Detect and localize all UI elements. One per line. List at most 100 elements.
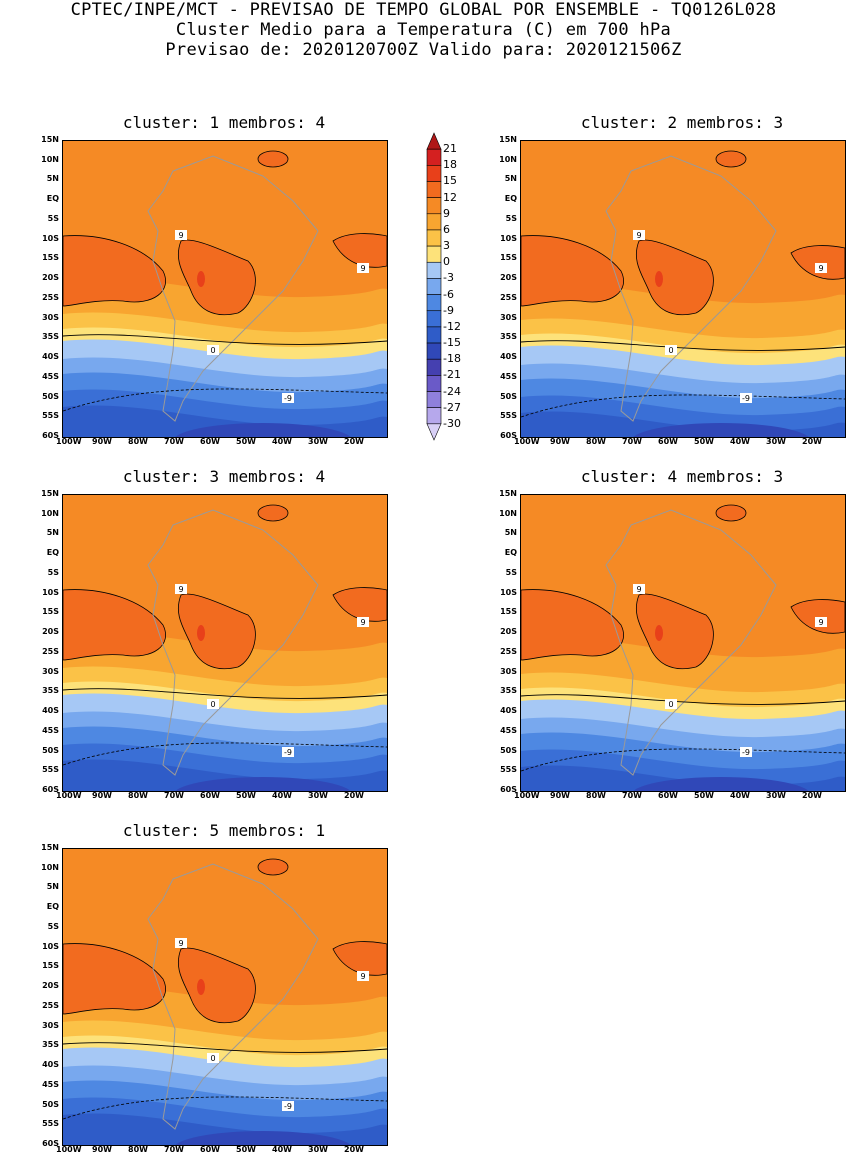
latitude-label: 5N [504,174,517,184]
latitude-label: 10N [41,508,59,518]
colorbar-swatch [426,407,442,425]
colorbar-label: -15 [443,336,461,350]
latitude-label: 35S [42,332,59,342]
map-svg: 9 9 0 -9 [63,849,387,1145]
latitude-label: 40S [500,352,517,362]
latitude-label: 35S [42,1040,59,1050]
latitude-label: 20S [42,273,59,283]
cold-core [175,423,351,437]
contour-label-neg9: -9 [282,1101,294,1111]
latitude-label: 60S [42,785,59,794]
temperature-map: 9 9 0 -9 [520,494,846,792]
warm-region-north [257,504,289,522]
latitude-label: 30S [42,666,59,676]
longitude-label: 20W [802,437,822,446]
latitude-label: 25S [500,292,517,302]
contour-neg9 [521,748,845,772]
longitude-label: 90W [92,791,112,800]
longitude-label: 80W [586,791,606,800]
longitude-label: 50W [236,1145,256,1154]
svg-text:-9: -9 [284,748,292,757]
warm-region-north [715,150,747,168]
latitude-label: 50S [42,391,59,401]
latitude-label: 55S [500,411,517,421]
contour-label-9: 9 [175,230,187,240]
latitude-label: 5N [504,528,517,538]
colorbar-swatch [426,213,442,231]
longitude-label: 80W [586,437,606,446]
longitude-label: 90W [92,1145,112,1154]
latitude-label: 15N [41,135,59,144]
longitude-label: 90W [92,437,112,446]
longitude-label: 90W [550,791,570,800]
band-neg15-neg12 [521,411,845,437]
latitude-label: 10N [41,862,59,872]
contour-zero [521,694,845,705]
temperature-map: 9 9 0 -9 [62,494,388,792]
latitude-label: 30S [42,312,59,322]
latitude-label: 20S [42,627,59,637]
longitude-label: 80W [128,1145,148,1154]
colorbar-label: -30 [443,416,461,430]
latitude-label: EQ [46,548,59,558]
longitude-label: 60W [200,437,220,446]
colorbar-svg [426,132,442,441]
longitude-label: 40W [730,437,750,446]
latitude-label: 45S [42,1079,59,1089]
latitude-label: 10S [500,587,517,597]
latitude-label: 10S [500,233,517,243]
longitude-label: 100W [514,791,540,800]
longitude-label: 20W [802,791,822,800]
contour-label-0: 0 [665,345,677,355]
latitude-label: 5S [47,921,59,931]
contour-label-neg9: -9 [282,747,294,757]
contour-label-0: 0 [207,345,219,355]
svg-text:9: 9 [360,972,365,981]
svg-text:9: 9 [818,264,823,273]
warm-region-east [790,245,845,280]
latitude-label: 50S [42,745,59,755]
hot-spot [197,271,205,287]
latitude-label: 35S [500,332,517,342]
colorbar-label: -27 [443,400,461,414]
svg-text:0: 0 [210,346,215,355]
map-svg: 9 9 0 -9 [63,495,387,791]
latitude-label: 5S [47,213,59,223]
contour-label-9: 9 [357,971,369,981]
latitude-label: 55S [42,1119,59,1129]
header-dates: Previsao de: 2020120700Z Valido para: 20… [165,40,682,60]
contour-label-9: 9 [357,617,369,627]
contour-zero [521,340,845,351]
longitude-label: 70W [164,1145,184,1154]
contour-label-0: 0 [207,699,219,709]
contour-label-9: 9 [815,617,827,627]
latitude-label: 20S [42,981,59,991]
longitude-label: 100W [56,791,82,800]
colorbar-swatch [426,326,442,344]
longitude-label: 80W [128,437,148,446]
latitude-label: 10S [42,587,59,597]
latitude-label: 10N [41,154,59,164]
contour-neg9 [63,1096,387,1120]
svg-text:9: 9 [360,264,365,273]
contour-label-neg9: -9 [740,747,752,757]
warm-region-north [257,858,289,876]
latitude-label: 25S [42,292,59,302]
contour-label-9: 9 [633,230,645,240]
warm-region-central [635,593,714,670]
latitude-label: 10S [42,233,59,243]
longitude-label: 30W [308,437,328,446]
longitude-label: 50W [694,791,714,800]
latitude-label: 40S [42,352,59,362]
coastline [605,509,777,776]
latitude-label: 15N [41,489,59,498]
panel-title: cluster: 1 membros: 4 [122,113,326,132]
latitude-label: 15N [499,135,517,144]
map-svg: 9 9 0 -9 [521,495,845,791]
svg-text:9: 9 [818,618,823,627]
colorbar-swatch [426,375,442,392]
latitude-label: 15S [500,607,517,617]
colorbar-label: 3 [443,239,450,253]
contour-label-9: 9 [633,584,645,594]
longitude-label: 20W [344,791,364,800]
